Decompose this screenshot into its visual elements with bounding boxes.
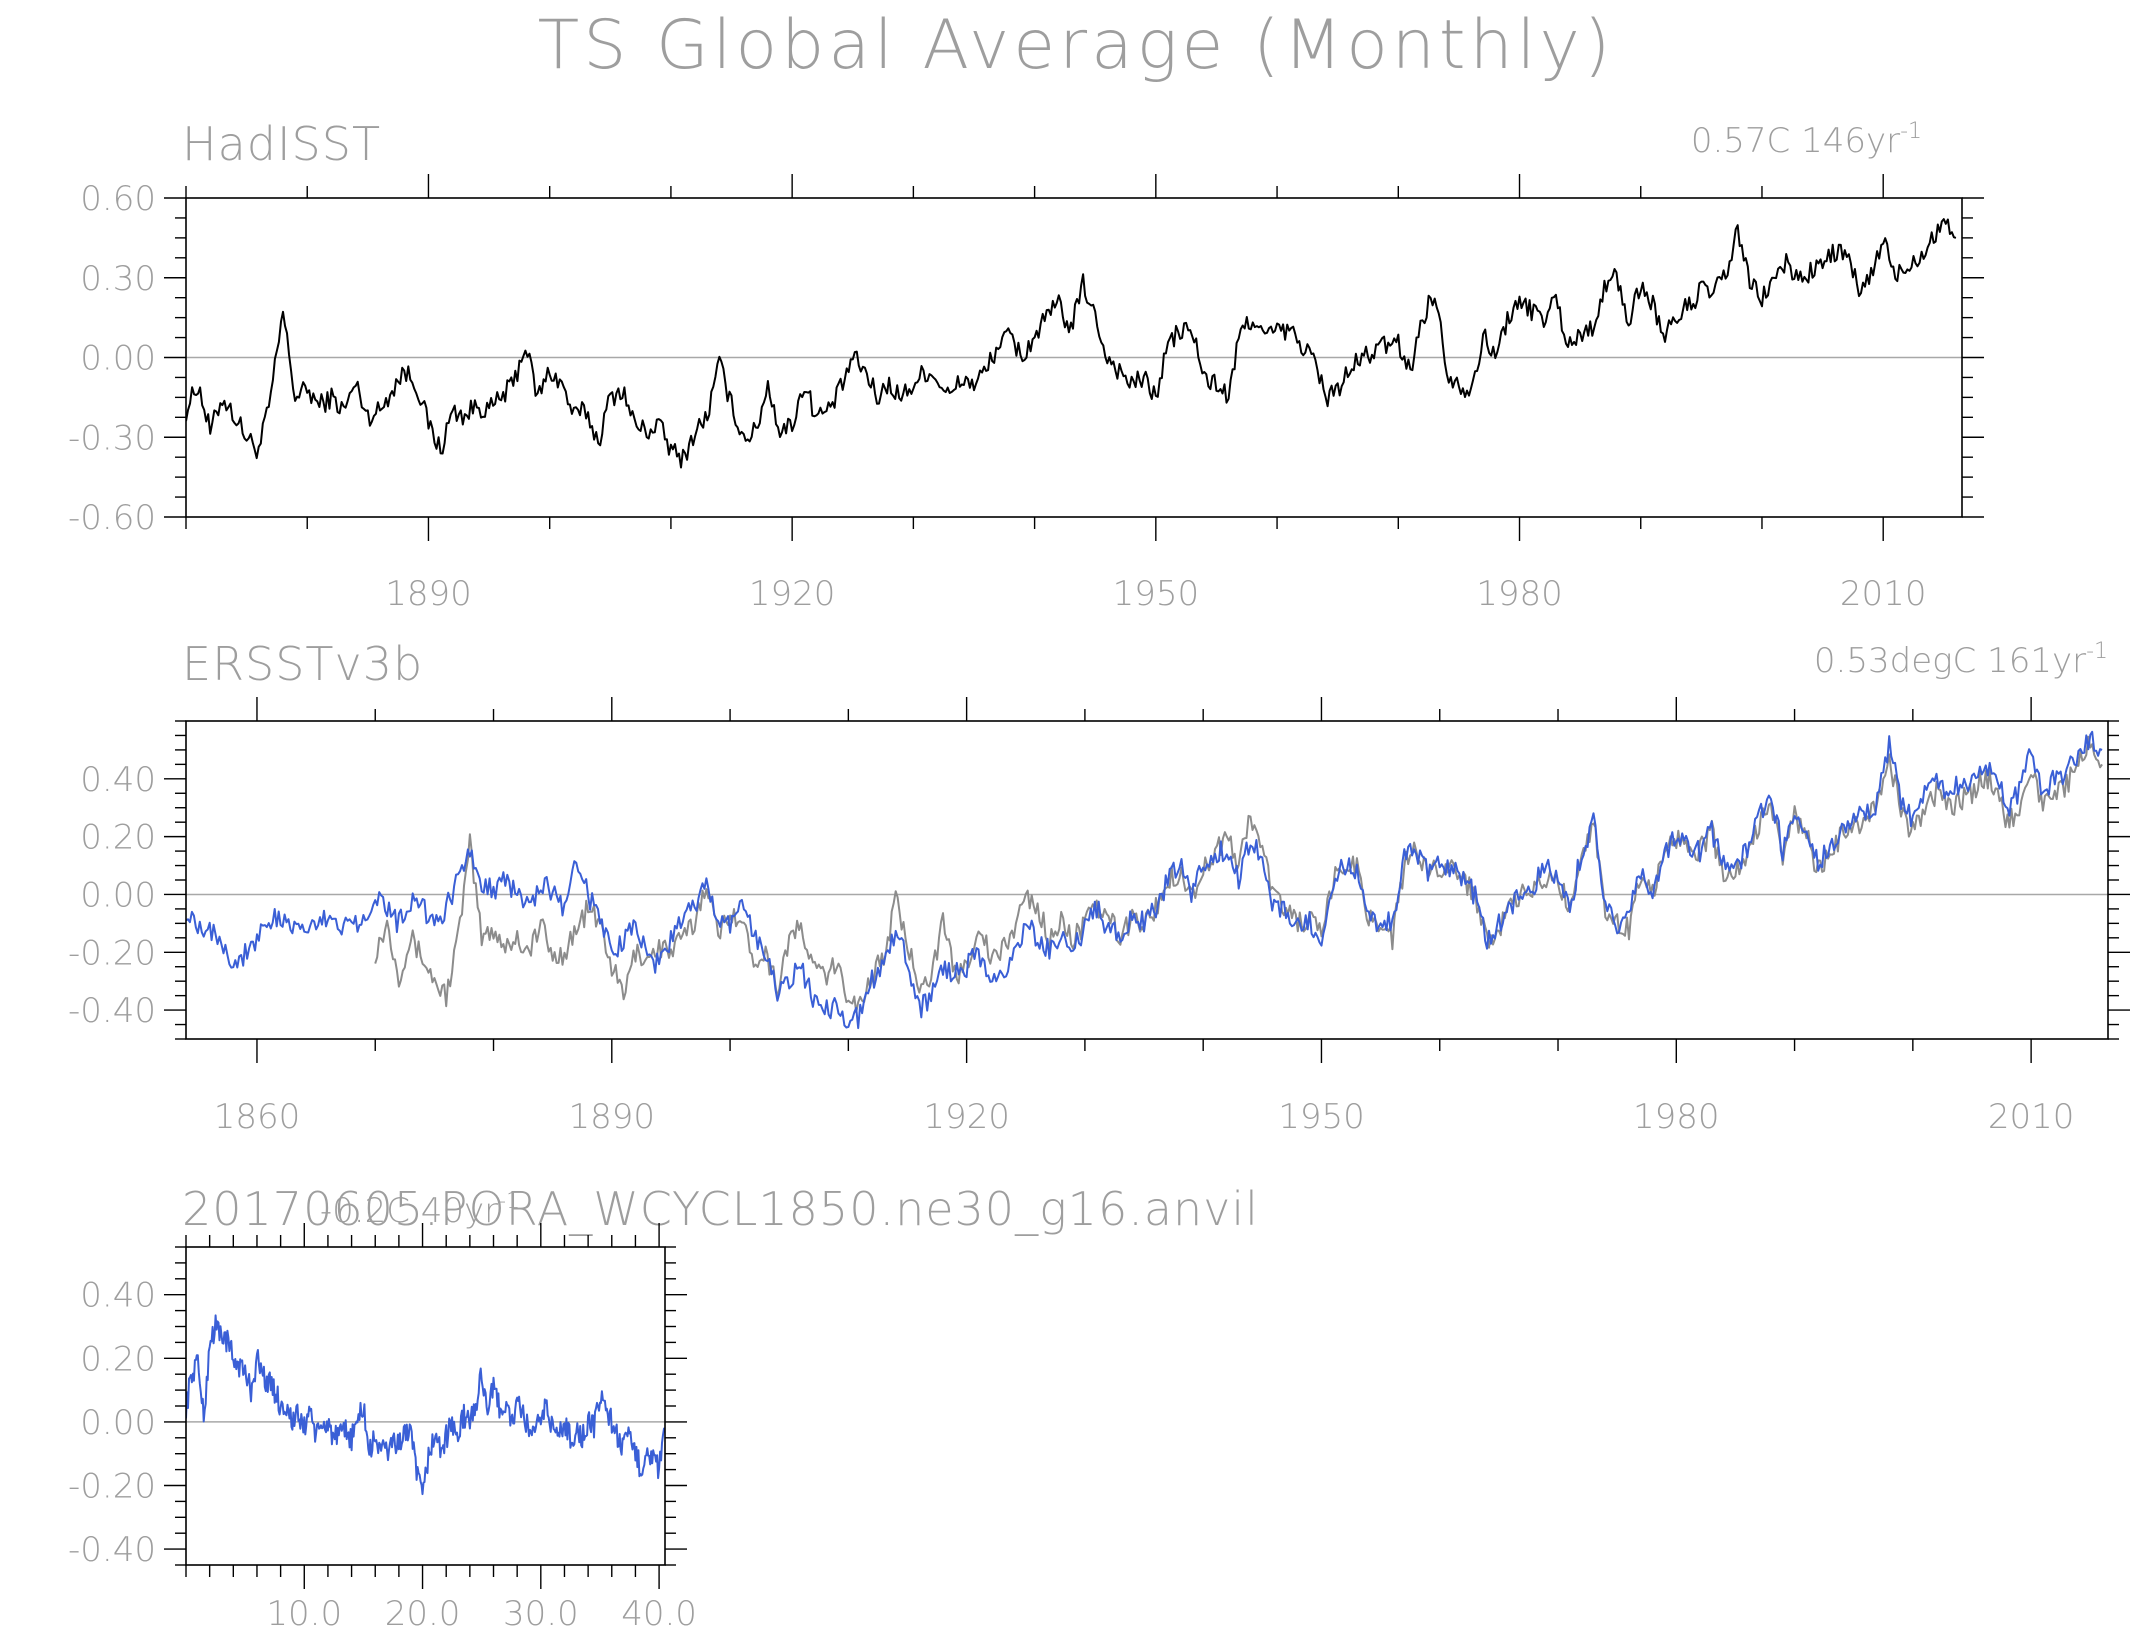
x-tick-label: 1980: [1633, 1097, 1720, 1137]
trend-label: 0.57C 146yr-1: [1691, 119, 1922, 161]
x-tick-label: 1950: [1113, 574, 1200, 614]
y-tick-label: -0.20: [68, 1467, 156, 1507]
panel-title: 20170605.PORA_WCYCL1850.ne30_g16.anvil: [182, 1182, 1259, 1236]
series-line: [186, 730, 2103, 1030]
x-tick-label: 30.0: [503, 1594, 579, 1634]
y-tick-label: 0.40: [80, 1276, 156, 1316]
trend-value: -0.2C 40yr: [320, 1191, 498, 1231]
trend-exponent: -1: [498, 1189, 520, 1214]
panel-hadisst: HadISST 0.57C 146yr-1 -0.60 -0.30 0.00 0.30…: [68, 117, 1984, 614]
x-tick-label: 1950: [1278, 1097, 1365, 1137]
panel-ersstv3b: ERSSTv3b 0.53degC 161yr-1 -0.40 -0.20 0.00…: [68, 637, 2130, 1137]
x-tick-label: 1860: [214, 1097, 301, 1137]
y-tick-label: 0.00: [80, 875, 156, 915]
trend-exponent: -1: [2086, 639, 2108, 664]
x-tick-label: 1890: [569, 1097, 656, 1137]
y-tick-label: -0.20: [68, 933, 156, 973]
y-tick-label: -0.30: [68, 418, 156, 458]
series-line: [186, 1314, 665, 1496]
x-tick-label: 40.0: [621, 1594, 697, 1634]
trend-label: 0.53degC 161yr-1: [1814, 639, 2108, 681]
trend-label: -0.2C 40yr-1: [320, 1189, 520, 1231]
plot-area: -0.40 -0.20 0.00 0.20 0.40 1860 1890 1920 1950 19…: [68, 697, 2130, 1137]
trend-exponent: -1: [1900, 119, 1922, 144]
plot-area: -0.60 -0.30 0.00 0.30 0.60 1890 1920 1950 1980 20…: [68, 174, 1984, 614]
panel-title: HadISST: [182, 117, 381, 171]
y-tick-label: -0.60: [68, 498, 156, 538]
plot-area: -0.40 -0.20 0.00 0.20 0.40 10.0 20.0 30.0 40.0: [68, 1223, 697, 1634]
x-tick-label: 1980: [1476, 574, 1563, 614]
panel-title: ERSSTv3b: [182, 637, 423, 691]
y-tick-label: -0.40: [68, 1530, 156, 1570]
trend-value: 0.53degC 161yr: [1814, 641, 2086, 681]
x-tick-label: 2010: [1988, 1097, 2075, 1137]
x-tick-label: 20.0: [385, 1594, 461, 1634]
y-tick-label: -0.40: [68, 991, 156, 1031]
y-tick-label: 0.30: [80, 259, 156, 299]
y-tick-label: 0.60: [80, 179, 156, 219]
series-line: [374, 735, 2103, 1014]
x-tick-label: 1890: [385, 574, 472, 614]
y-tick-label: 0.00: [80, 339, 156, 379]
series-line: [186, 218, 1957, 469]
x-tick-label: 1920: [923, 1097, 1010, 1137]
y-tick-label: 0.00: [80, 1403, 156, 1443]
x-tick-label: 10.0: [266, 1594, 342, 1634]
x-tick-label: 2010: [1840, 574, 1927, 614]
y-tick-label: 0.20: [80, 818, 156, 858]
y-tick-label: 0.40: [80, 760, 156, 800]
plot-frame: [185, 1246, 666, 1566]
y-tick-label: 0.20: [80, 1339, 156, 1379]
trend-value: 0.57C 146yr: [1691, 121, 1900, 161]
panel-model-run: 20170605.PORA_WCYCL1850.ne30_g16.anvil -…: [68, 1182, 1259, 1634]
main-title: TS Global Average (Monthly): [538, 6, 1615, 85]
x-tick-label: 1920: [749, 574, 836, 614]
